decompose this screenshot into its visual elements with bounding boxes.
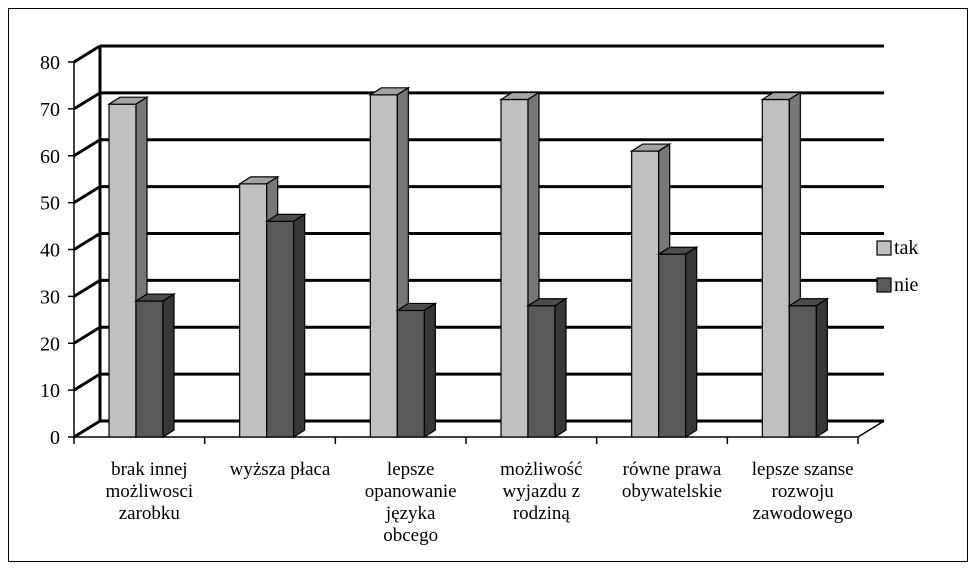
x-tick-label: rozwoju [772,481,835,502]
x-tick-label: możliwosci [106,481,194,502]
legend-label-tak: tak [894,237,918,259]
y-tick-label: 70 [40,99,60,121]
x-tick-label: zawodowego [753,503,853,524]
grid-diagonal [73,419,101,439]
bar-tak-front [761,98,790,438]
bar-nie-side [293,213,306,439]
x-tick-label: opanowanie [365,481,457,502]
bar-nie-front [396,309,425,438]
bar-nie-side [162,292,175,439]
grid-diagonal [73,185,101,204]
x-tick-label: rodziną [513,503,571,524]
legend-swatch-nie [876,277,892,293]
y-tick-label: 20 [40,333,60,355]
y-tick-label: 30 [40,286,60,308]
floor-edge [857,420,885,438]
legend-label-nie: nie [894,274,919,296]
grid-diagonal [73,372,101,392]
x-tick-label: zarobku [119,503,181,524]
grid-diagonal [73,232,101,251]
grid-diagonal [73,91,101,111]
x-tick-label: lepsze szanse [752,459,854,480]
y-tick-label: 10 [40,380,60,402]
grid-diagonal [73,44,101,64]
x-tick-label: obcego [383,525,438,546]
bar-nie-front [788,305,817,438]
grid-diagonal [73,325,101,345]
x-tick-label: wyższa płaca [230,459,331,480]
x-tick-label: języka [385,503,436,524]
chart-frame [8,8,968,562]
bar-nie-side [554,297,567,439]
bar-nie-front [135,300,164,438]
bar-nie-front [658,253,687,438]
grid-diagonal [73,279,101,298]
x-tick-label: możliwość [500,459,582,480]
bar-nie-side [423,302,436,439]
bar-tak-front [369,94,398,438]
x-tick-label: brak innej [111,459,188,480]
grid-diagonal [73,138,101,158]
bar-nie-front [266,220,295,438]
bar-nie-side [815,297,828,439]
bar-nie-side [685,246,698,439]
y-tick-label: 40 [40,240,60,262]
bar-tak-front [239,183,268,438]
x-tick-label: obywatelskie [622,481,722,502]
x-tick-label: lepsze [387,459,434,480]
y-tick-label: 0 [50,427,60,449]
x-tick-label: wyjazdu z [503,481,581,502]
y-tick-label: 60 [40,146,60,168]
legend-swatch-tak [876,240,892,256]
y-tick-label: 50 [40,193,60,215]
y-tick-label: 80 [40,52,60,74]
bar-nie-front [527,305,556,438]
bar-tak-front [631,150,660,438]
x-tick-label: równe prawa [623,459,722,480]
bar-tak-front [108,103,137,438]
bar-tak-front [500,98,529,438]
